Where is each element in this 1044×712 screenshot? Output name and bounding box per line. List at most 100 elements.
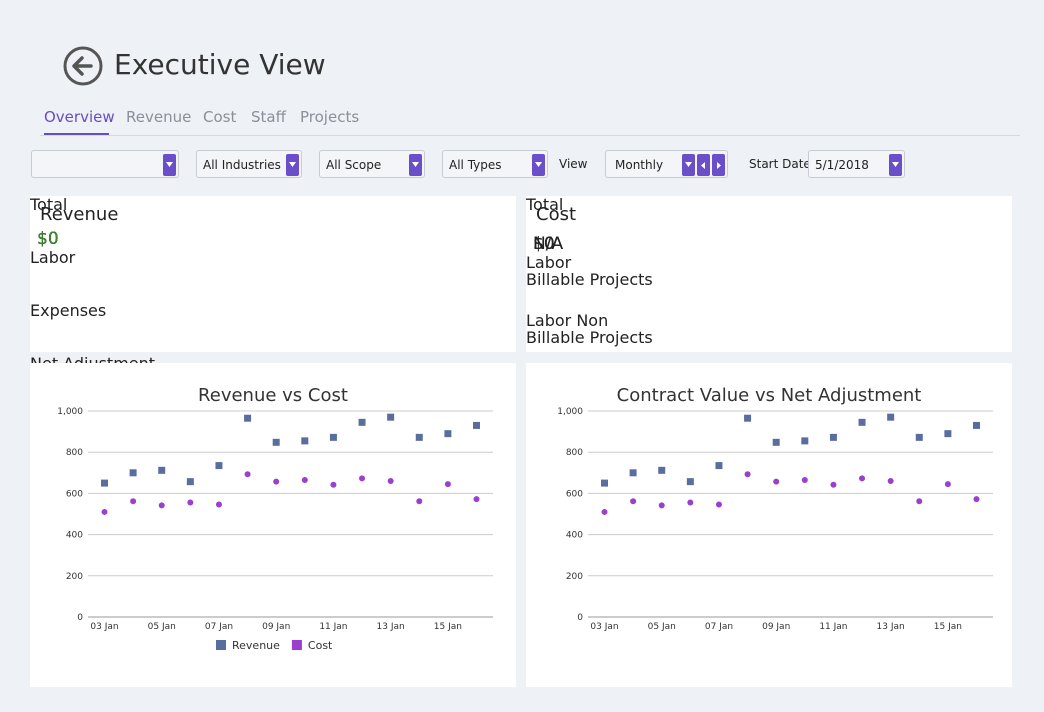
point [830, 481, 837, 488]
point [715, 462, 723, 470]
chart: Revenue vs Cost 0 200 400 600 800 1,000 03 Jan 0… [57, 385, 493, 652]
y-tick-label: 200 [566, 572, 583, 582]
metric-value: $0 [37, 229, 59, 249]
point [944, 481, 951, 488]
tab-underline [44, 133, 109, 136]
y-tick-label: 600 [566, 489, 583, 499]
metric-value: $0 [37, 229, 59, 249]
dropdown[interactable]: All Industries [196, 150, 302, 178]
dropdown[interactable]: All Types [442, 150, 548, 178]
point [601, 479, 608, 487]
chart-card: Contract Value vs Net Adjustment 0 200 400 6… [526, 363, 1012, 687]
tab[interactable]: Cost [203, 108, 237, 126]
point [244, 471, 251, 478]
card-title: Cost [536, 204, 577, 225]
dropdown[interactable]: Monthly [605, 150, 728, 178]
metric-label: Labor Non [526, 311, 609, 330]
point [301, 477, 308, 484]
point [215, 462, 223, 470]
tab[interactable]: Projects [300, 108, 360, 126]
dropdown[interactable]: All Scope [319, 150, 425, 178]
point [416, 498, 423, 505]
point [773, 478, 780, 485]
point [215, 501, 222, 508]
point [387, 478, 394, 485]
point [473, 496, 480, 503]
point [301, 437, 309, 445]
back-button[interactable] [62, 45, 104, 87]
point [686, 478, 694, 486]
point [973, 496, 980, 503]
x-tick-label: 05 Jan [148, 622, 176, 632]
chart: Contract Value vs Net Adjustment 0 200 400 6… [557, 385, 993, 632]
chart-title: Contract Value vs Net Adjustment [617, 385, 922, 406]
metric: Total $0 [526, 196, 1012, 254]
point [273, 478, 280, 485]
y-tick-label: 0 [77, 613, 83, 623]
metric-label: Labor [526, 253, 572, 272]
point [629, 469, 637, 477]
metric-label: Expenses [30, 301, 107, 320]
tab[interactable]: Staff [251, 108, 286, 126]
point [829, 433, 837, 441]
metric-label: Labor [30, 248, 76, 267]
tab[interactable]: Overview [44, 108, 115, 126]
point [158, 502, 165, 509]
y-tick-label: 400 [66, 531, 83, 541]
dropdown-value: All Types [449, 158, 502, 172]
x-tick-label: 15 Jan [434, 622, 462, 632]
chart-card: Revenue vs Cost 0 200 400 600 800 1,000 03 Jan 0… [30, 363, 516, 687]
x-tick-label: 13 Jan [377, 622, 405, 632]
metric-value: $0 [533, 234, 555, 254]
point [915, 433, 923, 441]
y-tick-label: 400 [566, 531, 583, 541]
dropdown-value: All Scope [326, 158, 382, 172]
page-title: Executive View [114, 48, 326, 81]
label: View [559, 157, 588, 171]
y-tick-label: 800 [566, 448, 583, 458]
point [387, 413, 395, 421]
x-tick-label: 11 Jan [819, 622, 847, 632]
metric-value: $0 [37, 229, 59, 249]
metric-value: N/A [533, 234, 564, 254]
point [158, 466, 166, 474]
x-tick-label: 09 Jan [762, 622, 790, 632]
cost-card: Cost Total $0 Labor Billable Projects $0 Labor… [526, 196, 1012, 404]
chart-title: Revenue vs Cost [198, 385, 348, 406]
metric-label: Total [30, 195, 68, 214]
divider [40, 135, 1020, 136]
x-tick-label: 03 Jan [590, 622, 618, 632]
point [916, 498, 923, 505]
point [101, 508, 108, 515]
card-title: Revenue [40, 204, 119, 225]
date-picker[interactable]: 5/1/2018 [808, 150, 905, 178]
date-value: 5/1/2018 [815, 158, 869, 172]
metric-value: N/A [533, 234, 564, 254]
point [444, 481, 451, 488]
point [187, 499, 194, 506]
point [887, 413, 895, 421]
point [715, 501, 722, 508]
x-tick-label: 03 Jan [90, 622, 118, 632]
dropdown[interactable] [31, 150, 179, 178]
point [944, 430, 952, 438]
point [272, 438, 280, 446]
dropdown-value: Monthly [615, 158, 664, 172]
x-tick-label: 11 Jan [319, 622, 347, 632]
point [658, 466, 666, 474]
point [130, 498, 137, 505]
metric: Total $0 [30, 196, 516, 249]
metric: Labor $0 [30, 229, 516, 302]
point [329, 433, 337, 441]
metric: Labor Non Billable Projects N/A [526, 234, 1012, 370]
metric-label: Total [526, 195, 564, 214]
point [101, 479, 108, 487]
metric: Expenses $0 [30, 229, 516, 355]
y-tick-label: 200 [66, 572, 83, 582]
metric-label: Billable Projects [526, 328, 653, 347]
x-tick-label: 15 Jan [934, 622, 962, 632]
point [359, 475, 366, 482]
point [473, 421, 480, 429]
tab[interactable]: Revenue [126, 108, 192, 126]
